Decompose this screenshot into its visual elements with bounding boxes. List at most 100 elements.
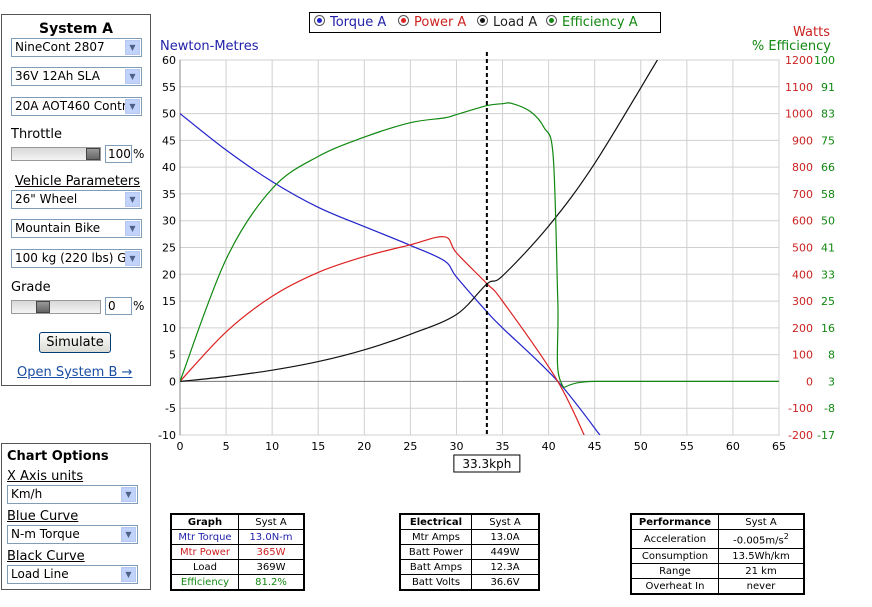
graph-row-label: Load — [170, 559, 239, 575]
y-tick-efficiency-label: 8 — [828, 349, 835, 362]
graph-row-label: Mtr Torque — [170, 529, 239, 545]
chevron-down-icon: ▼ — [125, 221, 140, 236]
y-tick-efficiency-label: 75 — [821, 134, 835, 147]
black-curve-select[interactable]: Load Line ▼ — [7, 565, 138, 584]
grade-slider-thumb[interactable] — [36, 301, 50, 313]
y-tick-power-label: 700 — [792, 188, 813, 201]
y-tick-left-label: 20 — [162, 268, 176, 281]
y-tick-efficiency-label: 33 — [821, 268, 835, 281]
electrical-table-header: Syst A — [471, 513, 540, 530]
graph-row-value: 369W — [238, 559, 305, 575]
efficiency-a-curve — [180, 102, 779, 388]
bike-type-select-value: Mountain Bike — [15, 221, 101, 235]
throttle-percent-sign: % — [133, 147, 145, 161]
y-tick-left-label: 40 — [162, 161, 176, 174]
motor-select[interactable]: NineCont 2807 ▼ — [11, 38, 142, 57]
wheel-select[interactable]: 26" Wheel ▼ — [11, 190, 142, 209]
table-row: Mtr Power 365W — [170, 544, 305, 560]
chart-legend: Torque A Power A Load A Efficiency A — [309, 12, 661, 33]
electrical-row-value: 12.3A — [471, 559, 540, 575]
radio-selected-icon — [477, 15, 488, 26]
y-tick-efficiency-label: 16 — [821, 322, 835, 335]
y-tick-efficiency-label: 41 — [821, 242, 835, 255]
y-tick-power-label: 300 — [792, 295, 813, 308]
x-axis-units-label: X Axis units — [7, 469, 84, 484]
controller-select[interactable]: 20A AOT460 Contr ▼ — [11, 97, 142, 116]
chart-grid — [179, 59, 780, 436]
black-curve-label: Black Curve — [7, 549, 85, 564]
legend-power[interactable]: Power A — [398, 13, 466, 32]
simulate-button[interactable]: Simulate — [39, 332, 111, 353]
throttle-slider[interactable] — [11, 147, 101, 161]
bike-type-select[interactable]: Mountain Bike ▼ — [11, 219, 142, 238]
throttle-label: Throttle — [11, 127, 62, 142]
x-tick-label: 10 — [265, 440, 279, 453]
open-system-b-link[interactable]: Open System B → — [17, 365, 133, 380]
battery-select[interactable]: 36V 12Ah SLA ▼ — [11, 67, 142, 86]
controller-select-value: 20A AOT460 Contr — [15, 99, 125, 113]
x-tick-label: 0 — [177, 440, 184, 453]
x-axis-units-select[interactable]: Km/h ▼ — [7, 485, 138, 504]
performance-chart: Newton-Metres Watts % Efficiency 0 5 10 15 2… — [158, 25, 835, 473]
throttle-slider-thumb[interactable] — [86, 148, 100, 160]
performance-table-header: Syst A — [718, 513, 805, 530]
y-tick-left-label: 60 — [162, 54, 176, 67]
chevron-down-icon: ▼ — [121, 567, 136, 582]
y-tick-power-label: 100 — [792, 349, 813, 362]
performance-table-header: Performance — [630, 513, 719, 530]
x-tick-label: 30 — [449, 440, 463, 453]
grade-input[interactable]: 0 — [105, 297, 132, 315]
table-row: Batt Volts 36.6V — [399, 574, 540, 591]
y-tick-efficiency-label: -17 — [817, 429, 835, 442]
performance-row-label: Consumption — [630, 548, 719, 564]
y-tick-left-label: 5 — [169, 349, 176, 362]
chevron-down-icon: ▼ — [125, 192, 140, 207]
chart-ticks: 0 5 10 15 20 25 30 35 40 45 50 55 60 65-10 -200 -17-5 -1… — [158, 54, 835, 453]
blue-curve-select[interactable]: N-m Torque ▼ — [7, 525, 138, 544]
y-tick-left-label: 45 — [162, 134, 176, 147]
performance-row-value: 21 km — [718, 563, 805, 579]
chart-options-title: Chart Options — [7, 449, 109, 464]
y-tick-left-label: 30 — [162, 215, 176, 228]
x-tick-label: 65 — [772, 440, 786, 453]
load-a-curve — [180, 60, 658, 382]
throttle-input[interactable]: 100 — [105, 145, 132, 163]
graph-table-header: Syst A — [238, 513, 305, 530]
electrical-row-value: 13.0A — [471, 529, 540, 545]
y-tick-efficiency-label: 83 — [821, 108, 835, 121]
graph-row-value: 81.2% — [238, 574, 305, 591]
speed-marker[interactable]: 33.3kph — [453, 52, 521, 473]
electrical-row-value: 36.6V — [471, 574, 540, 591]
y-tick-left-label: 15 — [162, 295, 176, 308]
grade-percent-sign: % — [133, 299, 145, 313]
x-tick-label: 35 — [496, 440, 510, 453]
legend-efficiency[interactable]: Efficiency A — [546, 13, 638, 32]
acceleration-exponent: 2 — [783, 531, 789, 541]
x-tick-label: 15 — [311, 440, 325, 453]
table-row: Load 369W — [170, 559, 305, 575]
battery-select-value: 36V 12Ah SLA — [15, 69, 100, 83]
y-tick-efficiency-label: 50 — [821, 215, 835, 228]
blue-curve-label: Blue Curve — [7, 509, 79, 524]
radio-selected-icon — [546, 15, 557, 26]
chevron-down-icon: ▼ — [121, 527, 136, 542]
weight-select[interactable]: 100 kg (220 lbs) Gr ▼ — [11, 249, 142, 268]
y-tick-efficiency-label: 58 — [821, 188, 835, 201]
legend-torque-label: Torque A — [330, 15, 387, 30]
electrical-row-label: Batt Amps — [399, 559, 472, 575]
speed-marker-box[interactable] — [453, 454, 521, 473]
legend-load[interactable]: Load A — [477, 13, 537, 32]
performance-table: Performance Syst A Acceleration -0.005m/… — [630, 513, 805, 595]
blue-curve-value: N-m Torque — [11, 527, 80, 541]
y-tick-left-label: 50 — [162, 108, 176, 121]
y-tick-power-label: -100 — [788, 402, 813, 415]
y-axis-left-label: Newton-Metres — [160, 39, 259, 54]
power-a-curve — [180, 236, 585, 435]
graph-row-value: 13.0N-m — [238, 529, 305, 545]
legend-torque[interactable]: Torque A — [314, 13, 386, 32]
table-row: Batt Amps 12.3A — [399, 559, 540, 575]
electrical-row-label: Batt Volts — [399, 574, 472, 591]
grade-slider[interactable] — [11, 300, 101, 314]
x-tick-label: 55 — [680, 440, 694, 453]
y-tick-power-label: 1200 — [785, 54, 813, 67]
